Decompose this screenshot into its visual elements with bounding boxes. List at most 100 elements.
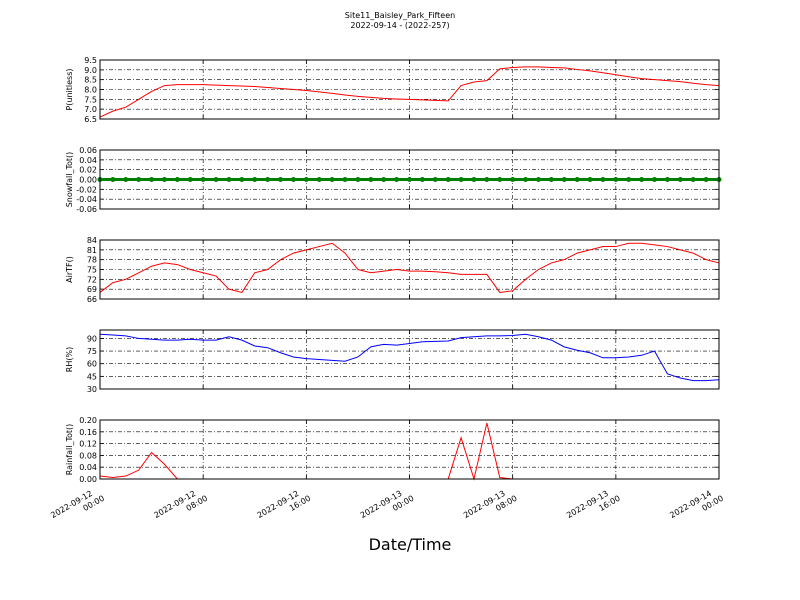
data-point — [523, 177, 529, 182]
data-line — [99, 66, 720, 118]
data-point — [123, 177, 129, 182]
data-point — [664, 177, 670, 182]
data-point — [368, 177, 374, 182]
x-axis-label: Date/Time — [369, 535, 452, 554]
data-point — [278, 177, 284, 182]
y-tick-label: 7.0 — [84, 105, 97, 114]
data-point — [174, 177, 180, 182]
data-point — [316, 177, 322, 182]
data-point — [329, 177, 335, 182]
data-point — [161, 177, 167, 182]
plot-frame — [99, 149, 720, 210]
data-point — [355, 177, 361, 182]
y-tick-label: 66 — [87, 295, 97, 304]
y-tick-label: 81 — [87, 246, 97, 255]
data-point — [652, 177, 658, 182]
data-point — [226, 177, 232, 182]
y-tick-label: -0.02 — [76, 185, 97, 194]
y-axis-label: RH(%) — [65, 347, 74, 372]
data-point — [471, 177, 477, 182]
y-tick-label: 0.02 — [79, 166, 97, 175]
y-tick-label: 75 — [87, 347, 97, 356]
data-point — [290, 177, 296, 182]
y-tick-label: 45 — [87, 372, 97, 381]
x-tick-label: 2022-09-1200:00 — [49, 485, 106, 529]
y-tick-label: 72 — [87, 275, 97, 284]
data-point — [407, 177, 412, 182]
chart-title: Site11_Baisley_Park_Fifteen — [345, 11, 455, 20]
data-point — [432, 177, 438, 182]
y-tick-label: 60 — [87, 360, 97, 369]
y-tick-label: 0.12 — [79, 440, 97, 449]
data-point — [303, 177, 309, 182]
y-tick-label: 9.5 — [84, 56, 97, 65]
data-point — [149, 177, 155, 182]
x-tick-label: 2022-09-1216:00 — [256, 485, 313, 529]
x-tick-label: 2022-09-1308:00 — [462, 485, 519, 529]
data-point — [548, 177, 554, 182]
y-tick-label: 78 — [87, 256, 97, 265]
data-point — [484, 177, 490, 182]
data-point — [613, 177, 619, 182]
data-point — [600, 177, 606, 182]
data-point — [200, 177, 206, 182]
data-point — [458, 177, 464, 182]
y-tick-label: 9.0 — [84, 66, 97, 75]
y-tick-label: 8.0 — [84, 86, 97, 95]
data-point — [381, 177, 387, 182]
y-axis-label: Rainfall_Tot() — [65, 424, 74, 476]
y-tick-label: 84 — [87, 236, 97, 245]
data-point — [690, 177, 696, 182]
data-point — [394, 177, 400, 182]
plot-frame — [99, 59, 720, 120]
y-tick-label: 0.08 — [79, 451, 97, 460]
y-axis-label: P(unitless) — [65, 68, 74, 110]
y-tick-label: 0.04 — [79, 156, 97, 165]
data-point — [677, 177, 683, 182]
y-tick-label: 6.5 — [84, 115, 97, 124]
data-point — [239, 177, 245, 182]
data-point — [445, 177, 451, 182]
y-tick-label: 0.04 — [79, 463, 97, 472]
y-tick-label: 0.00 — [79, 475, 97, 484]
data-line — [99, 242, 720, 294]
chart-subtitle: 2022-09-14 - (2022-257) — [350, 21, 449, 30]
data-point — [497, 177, 503, 182]
data-point — [626, 177, 632, 182]
y-tick-label: 0.06 — [79, 146, 97, 155]
y-tick-label: 90 — [87, 334, 97, 343]
y-tick-label: -0.04 — [76, 195, 97, 204]
data-point — [213, 177, 219, 182]
data-point — [561, 177, 567, 182]
y-tick-label: 0.00 — [79, 176, 97, 185]
plot-frame — [99, 419, 720, 480]
plot-frame — [99, 239, 720, 300]
data-point — [252, 177, 258, 182]
data-point — [574, 177, 580, 182]
data-point — [419, 177, 425, 182]
data-line — [99, 333, 720, 382]
y-tick-label: -0.06 — [76, 205, 97, 214]
y-axis-label: Snowfall_Tot() — [65, 152, 74, 208]
y-tick-label: 0.16 — [79, 428, 97, 437]
plot-frame — [99, 329, 720, 390]
y-tick-label: 0.20 — [79, 416, 97, 425]
y-tick-label: 8.5 — [84, 76, 97, 85]
y-tick-label: 30 — [87, 385, 97, 394]
data-point — [110, 177, 116, 182]
data-point — [587, 177, 593, 182]
data-point — [136, 177, 142, 182]
x-tick-label: 2022-09-1316:00 — [565, 485, 622, 529]
y-tick-label: 7.5 — [84, 95, 97, 104]
y-tick-label: 75 — [87, 266, 97, 275]
data-point — [535, 177, 541, 182]
x-tick-label: 2022-09-1208:00 — [152, 485, 209, 529]
data-point — [639, 177, 645, 182]
data-point — [342, 177, 348, 182]
y-axis-label: AirTF() — [65, 256, 74, 283]
data-point — [703, 177, 709, 182]
data-point — [187, 177, 193, 182]
x-tick-label: 2022-09-1400:00 — [668, 485, 725, 529]
x-tick-label: 2022-09-1300:00 — [359, 485, 416, 529]
